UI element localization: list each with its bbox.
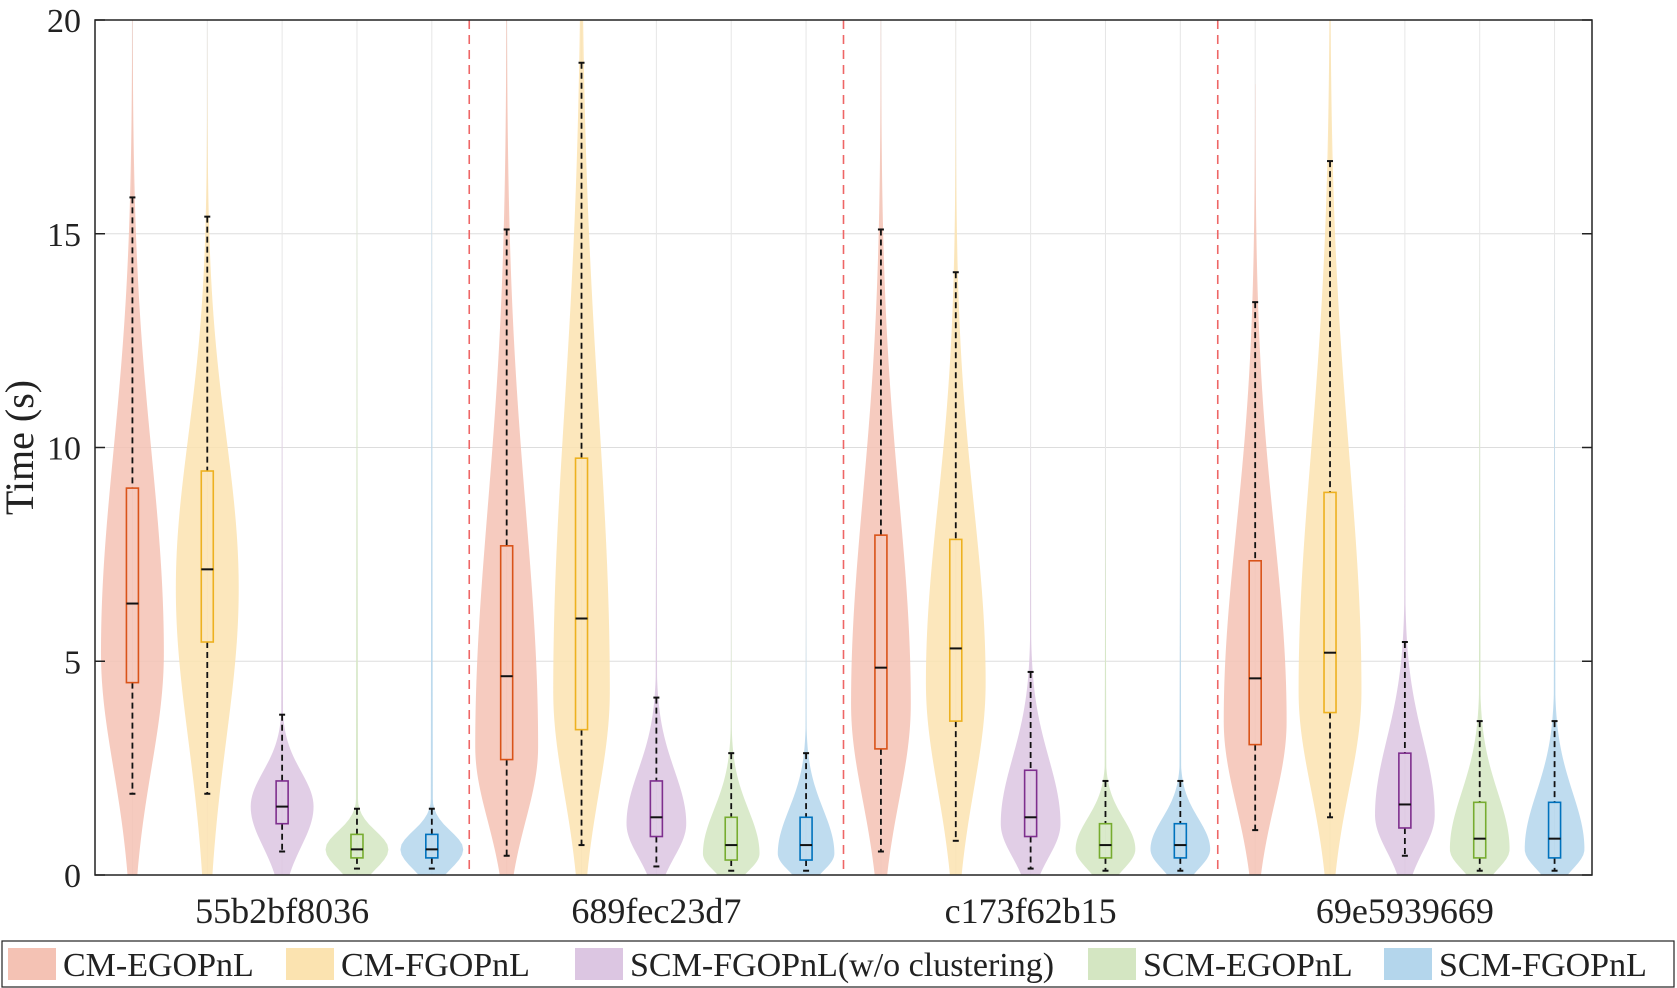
- violin-shape: [1150, 447, 1211, 875]
- y-tick-label: 20: [47, 3, 81, 40]
- group-separators: [468, 20, 1219, 875]
- violin-shape: [1075, 447, 1136, 875]
- legend-swatch: [1384, 948, 1432, 980]
- box-iqr: [1323, 491, 1337, 714]
- box-iqr: [425, 833, 439, 859]
- box-iqr: [499, 545, 514, 761]
- legend-label: SCM-FGOPnL(w/o clustering): [630, 947, 1054, 984]
- box-iqr: [948, 538, 963, 722]
- violin-shape: [1524, 233, 1585, 875]
- y-tick-label: 5: [64, 644, 81, 681]
- x-category-label: 689fec23d7: [571, 891, 741, 931]
- violin-shape: [475, 20, 539, 875]
- box-iqr: [1472, 801, 1487, 859]
- violin-shape: [1449, 233, 1510, 875]
- box-iqr: [1098, 822, 1113, 859]
- x-category-label: 69e5939669: [1316, 891, 1494, 931]
- box-iqr: [1398, 752, 1412, 829]
- violin-shape: [851, 20, 911, 875]
- box-iqr: [125, 487, 140, 684]
- violin-shape: [1223, 84, 1287, 875]
- legend-label: CM-FGOPnL: [341, 947, 530, 984]
- box-iqr: [574, 457, 589, 731]
- box-iqr: [799, 816, 813, 861]
- y-tick-label: 10: [47, 431, 81, 468]
- y-axis-ticks: 0 5 10 15 20: [47, 3, 1592, 895]
- box-iqr: [874, 534, 888, 750]
- violin-shape: [702, 597, 760, 875]
- legend-label: SCM-FGOPnL: [1439, 947, 1647, 984]
- violin-shape: [325, 62, 389, 875]
- y-tick-label: 15: [47, 217, 81, 254]
- violin-shape: [1375, 319, 1435, 875]
- legend-label: CM-EGOPnL: [63, 947, 254, 984]
- box-iqr: [1173, 822, 1188, 859]
- y-axis-label: Time (s): [0, 380, 42, 515]
- y-tick-label: 0: [64, 858, 81, 895]
- box-iqr: [1547, 801, 1562, 859]
- x-category-label: 55b2bf8036: [195, 891, 369, 931]
- violin-shape: [1298, 20, 1362, 875]
- box-iqr: [649, 780, 664, 838]
- x-axis-categories: 55b2bf8036 689fec23d7 c173f62b15 69e5939669: [195, 891, 1494, 931]
- violin-shape: [1000, 426, 1061, 875]
- box-iqr: [275, 780, 289, 825]
- legend-label: SCM-EGOPnL: [1143, 947, 1353, 984]
- box-iqr: [350, 833, 364, 859]
- legend: CM-EGOPnL CM-FGOPnL SCM-FGOPnL(w/o cluster…: [1, 940, 1675, 988]
- violins: [100, 20, 1585, 876]
- legend-swatch: [8, 948, 56, 980]
- box-iqr: [1023, 769, 1038, 838]
- legend-swatch: [1088, 948, 1136, 980]
- box-iqr: [1248, 559, 1262, 746]
- legend-swatch: [286, 948, 334, 980]
- legend-swatch: [575, 948, 623, 980]
- violin-shape: [400, 62, 464, 875]
- violin-shape: [626, 383, 687, 875]
- violin-shape: [777, 597, 835, 875]
- box-iqr: [724, 816, 739, 861]
- x-category-label: c173f62b15: [945, 891, 1117, 931]
- box-iqr: [200, 470, 215, 643]
- boxplots: [125, 61, 1562, 872]
- violin-shape: [250, 297, 314, 875]
